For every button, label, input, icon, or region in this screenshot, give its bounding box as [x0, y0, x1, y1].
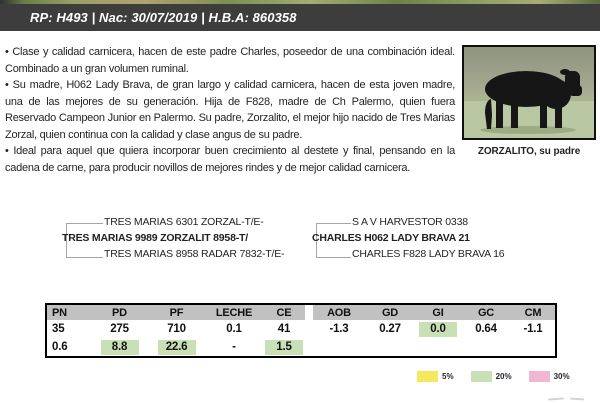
- epd-column-header: CE: [263, 304, 305, 320]
- epd-highlight-value: 8.8: [100, 339, 139, 355]
- description-bullet: • Ideal para aquel que quiera incorporar…: [5, 145, 455, 174]
- epd-column-header: GI: [415, 304, 461, 320]
- pedigree-paternal-grandsire: TRES MARIAS 6301 ZORZAL-T/E-: [104, 216, 264, 228]
- epd-cell: [461, 338, 511, 357]
- epd-cell: 710: [167, 323, 186, 335]
- epd-column-header: AOB: [313, 304, 365, 320]
- legend-label: 30%: [553, 372, 570, 381]
- percentile-legend: 5% 20% 30%: [417, 371, 587, 382]
- pedigree-dam-name: CHARLES H062 LADY BRAVA 21: [312, 232, 470, 244]
- epd-cell: 35: [52, 323, 65, 335]
- description-bullet: • Su madre, H062 Lady Brava, de gran lar…: [5, 79, 455, 141]
- epd-cell: [415, 338, 461, 357]
- pedigree-paternal-granddam: TRES MARIAS 8958 RADAR 7832-T/E-: [104, 248, 285, 260]
- epd-highlight-value: 22.6: [157, 339, 196, 355]
- epd-column-header: PN: [46, 304, 91, 320]
- pink-swatch-icon: [528, 371, 550, 382]
- epd-cell: -1.3: [329, 323, 349, 335]
- sire-photo-caption: ZORZALITO, su padre: [477, 146, 581, 157]
- legend-item-5: 5%: [417, 371, 454, 382]
- pedigree-bracket-paternal: [66, 223, 103, 258]
- epd-value-row: 0.6 8.8 22.6 - 1.5: [46, 338, 556, 357]
- epd-cell: 275: [110, 323, 129, 335]
- pedigree-bracket-maternal: [316, 223, 351, 258]
- pedigree-sire-name: TRES MARIAS 9989 ZORZALIT 8958-T/: [62, 232, 248, 244]
- epd-table: PN PD PF LECHE CE AOB GD GI GC CM 35 275…: [45, 303, 557, 358]
- epd-gap-cell: [305, 338, 313, 357]
- legend-item-20: 20%: [470, 371, 512, 382]
- epd-cell: 41: [277, 323, 291, 335]
- epd-column-header: PD: [91, 304, 148, 320]
- green-swatch-icon: [470, 371, 492, 382]
- header-bar: RP: H493 | Nac: 30/07/2019 | H.B.A: 8603…: [0, 4, 600, 31]
- epd-cell: -: [232, 341, 236, 353]
- pedigree-maternal-grandsire: S A V HARVESTOR 0338: [352, 216, 468, 228]
- animal-id-line: RP: H493 | Nac: 30/07/2019 | H.B.A: 8603…: [30, 10, 297, 25]
- epd-header-row: PN PD PF LECHE CE AOB GD GI GC CM: [46, 304, 556, 320]
- epd-column-header: GC: [461, 304, 511, 320]
- epd-cell: -1.1: [523, 323, 543, 335]
- pedigree-maternal-granddam: CHARLES F828 LADY BRAVA 16: [352, 248, 505, 260]
- epd-cell: 0.27: [379, 323, 401, 335]
- description-block: • Clase y calidad carnicera, hacen de es…: [5, 44, 455, 176]
- epd-cell: 0.64: [475, 323, 497, 335]
- legend-item-30: 30%: [528, 371, 570, 382]
- epd-cell: [365, 338, 415, 357]
- epd-cell: 0.1: [226, 323, 242, 335]
- cropped-top-photo-strip: [0, 0, 600, 4]
- epd-cell-highlighted: 1.5: [263, 338, 305, 357]
- epd-gap-cell: [305, 320, 313, 338]
- description-bullet: • Clase y calidad carnicera, hacen de es…: [5, 46, 455, 75]
- epd-cell: 0.6: [52, 341, 68, 353]
- epd-column-header: GD: [365, 304, 415, 320]
- legend-label: 20%: [495, 372, 512, 381]
- epd-cell-highlighted: 0.0: [415, 320, 461, 338]
- legend-label: 5%: [442, 372, 454, 381]
- epd-column-header: CM: [511, 304, 556, 320]
- sire-photo: [462, 45, 596, 140]
- bull-photo-illustration: [464, 47, 594, 138]
- epd-value-row: 35 275 710 0.1 41 -1.3 0.27 0.0 0.64 -1.…: [46, 320, 556, 338]
- epd-cell-highlighted: 8.8: [91, 338, 148, 357]
- yellow-swatch-icon: [417, 371, 438, 382]
- epd-cell: [313, 338, 365, 357]
- epd-column-header: PF: [148, 304, 205, 320]
- epd-highlight-value: 1.5: [265, 339, 303, 355]
- epd-header-gap: [305, 304, 313, 320]
- cropped-footer-mark: [547, 396, 590, 402]
- epd-highlight-value: 0.0: [419, 321, 457, 337]
- epd-column-header: LECHE: [205, 304, 263, 320]
- epd-cell-highlighted: 22.6: [148, 338, 205, 357]
- epd-cell: [511, 338, 556, 357]
